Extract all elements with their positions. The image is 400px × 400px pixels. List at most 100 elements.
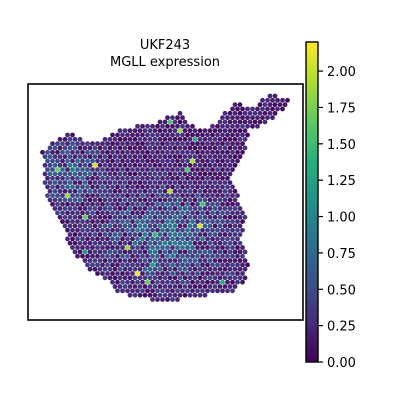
spot	[120, 201, 125, 207]
spot	[175, 245, 180, 250]
spot	[197, 206, 203, 211]
spot	[157, 171, 163, 177]
spot	[242, 275, 248, 281]
spot	[140, 245, 145, 250]
spot	[130, 245, 135, 250]
spot	[135, 193, 140, 198]
spot	[235, 236, 240, 242]
spot	[145, 149, 150, 155]
spot	[232, 128, 238, 134]
spot	[135, 279, 140, 285]
spot	[140, 201, 145, 207]
spot	[180, 193, 185, 198]
spot	[77, 249, 83, 255]
spot	[170, 193, 175, 198]
spot	[102, 249, 108, 255]
spot	[125, 236, 130, 242]
spot	[55, 201, 60, 207]
spot	[55, 175, 60, 181]
spot	[207, 275, 213, 281]
spot	[115, 141, 120, 147]
spot	[52, 171, 58, 177]
spot	[162, 119, 168, 125]
spot	[105, 210, 110, 216]
spot	[210, 262, 215, 268]
spot	[135, 184, 140, 190]
spot	[170, 297, 175, 302]
spot	[102, 258, 108, 263]
spot	[110, 210, 115, 216]
spot	[197, 266, 203, 272]
spot	[140, 175, 145, 181]
spot	[207, 197, 213, 203]
spot	[222, 145, 228, 151]
spot	[47, 154, 53, 160]
spot	[85, 201, 90, 207]
spot	[60, 201, 65, 207]
spot	[185, 158, 190, 164]
spot	[117, 162, 123, 168]
spot	[155, 184, 160, 190]
spot	[145, 167, 150, 173]
spot	[187, 145, 193, 151]
spot	[165, 297, 170, 302]
spot	[107, 136, 113, 142]
spot	[237, 154, 243, 160]
spot	[212, 180, 218, 186]
spot	[182, 171, 188, 177]
spot	[215, 245, 220, 250]
spot	[170, 132, 175, 138]
spot	[202, 154, 208, 160]
spot	[72, 171, 78, 177]
spot	[115, 193, 120, 198]
spot	[230, 115, 235, 121]
spot	[217, 162, 223, 168]
spot	[232, 102, 238, 108]
spot	[222, 223, 228, 229]
spot	[60, 167, 65, 173]
spot	[200, 149, 205, 155]
spot	[185, 123, 190, 129]
spot	[147, 136, 153, 142]
spot	[137, 145, 143, 151]
spot	[52, 206, 58, 211]
spot	[52, 197, 58, 203]
spot	[205, 175, 210, 181]
spot	[270, 97, 275, 103]
spot	[150, 184, 155, 190]
spot	[110, 201, 115, 207]
spot	[75, 193, 80, 198]
spot	[175, 184, 180, 190]
spot	[137, 154, 143, 160]
spot	[202, 240, 208, 246]
spot	[112, 197, 118, 203]
spot	[242, 119, 248, 125]
spot	[105, 158, 110, 164]
spot	[117, 180, 123, 186]
spot	[215, 279, 220, 285]
spot	[80, 175, 85, 181]
spot	[200, 279, 205, 285]
spot	[157, 119, 163, 125]
spot	[217, 214, 223, 220]
spot	[235, 262, 240, 268]
spot	[67, 232, 73, 237]
spot	[87, 240, 93, 246]
spot	[235, 201, 240, 207]
spot	[135, 227, 140, 233]
spot	[100, 262, 105, 268]
spot	[67, 214, 73, 220]
spot	[57, 136, 63, 142]
spot	[162, 258, 168, 263]
spot	[142, 180, 148, 186]
spot	[235, 123, 240, 129]
spot	[175, 149, 180, 155]
spot	[72, 240, 78, 246]
spot	[160, 184, 165, 190]
spot	[207, 171, 213, 177]
spot	[157, 136, 163, 142]
spot	[85, 262, 90, 268]
spot	[187, 249, 193, 255]
spot	[225, 227, 230, 233]
spot	[120, 193, 125, 198]
